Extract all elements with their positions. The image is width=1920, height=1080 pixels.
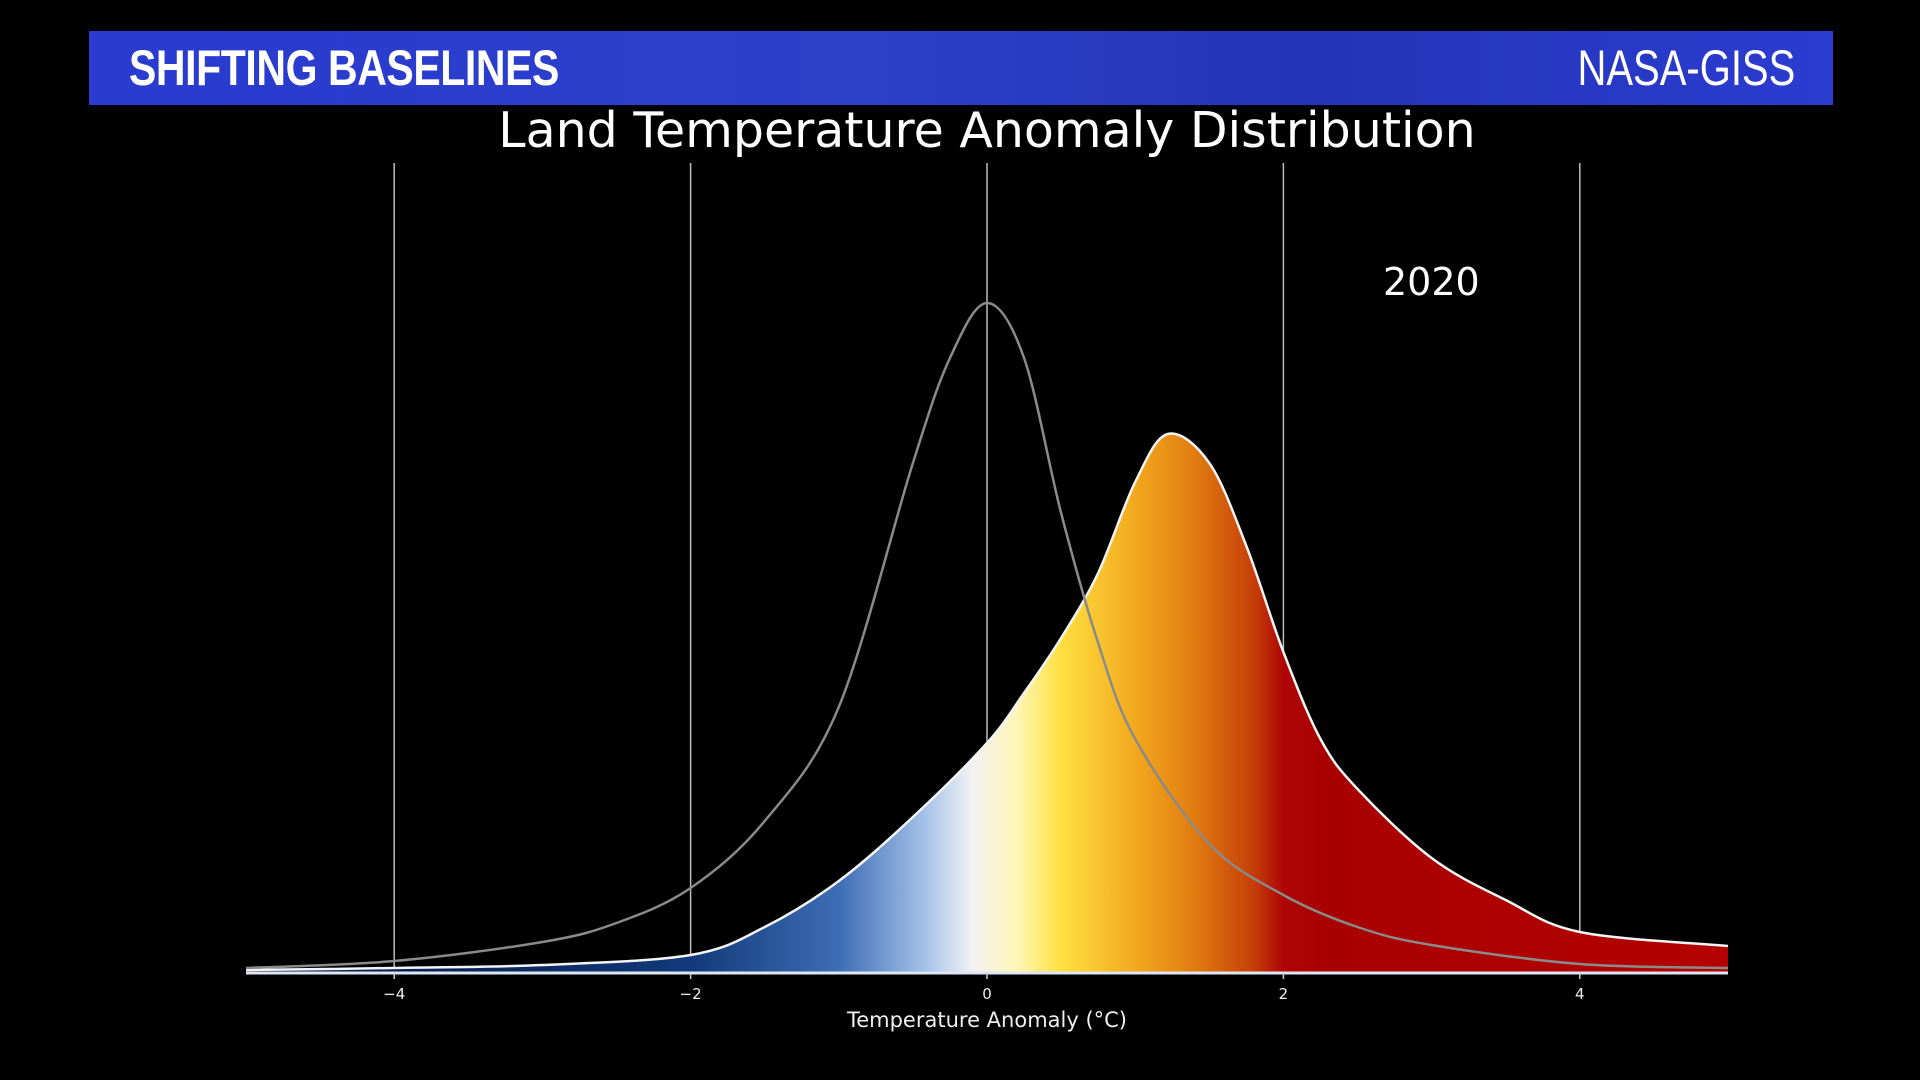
x-axis-label: Temperature Anomaly (°C) bbox=[846, 1008, 1127, 1032]
series-2020-outline bbox=[245, 432, 1729, 972]
x-tick-label: 2 bbox=[1279, 985, 1289, 1003]
year-label: 2020 bbox=[1383, 260, 1480, 304]
banner-series-title: SHIFTING BASELINES bbox=[129, 40, 559, 96]
banner-source: NASA-GISS bbox=[1577, 40, 1795, 96]
x-tick-label: 0 bbox=[982, 985, 992, 1003]
x-tick-label: −2 bbox=[680, 985, 702, 1003]
series-2020-area bbox=[246, 433, 1728, 974]
x-tick-label: 4 bbox=[1575, 985, 1585, 1003]
x-tick-label: −4 bbox=[383, 985, 405, 1003]
series-baseline-line bbox=[245, 301, 1729, 970]
chart-title: Land Temperature Anomaly Distribution bbox=[498, 102, 1476, 159]
header-banner: SHIFTING BASELINES NASA-GISS bbox=[89, 31, 1833, 105]
